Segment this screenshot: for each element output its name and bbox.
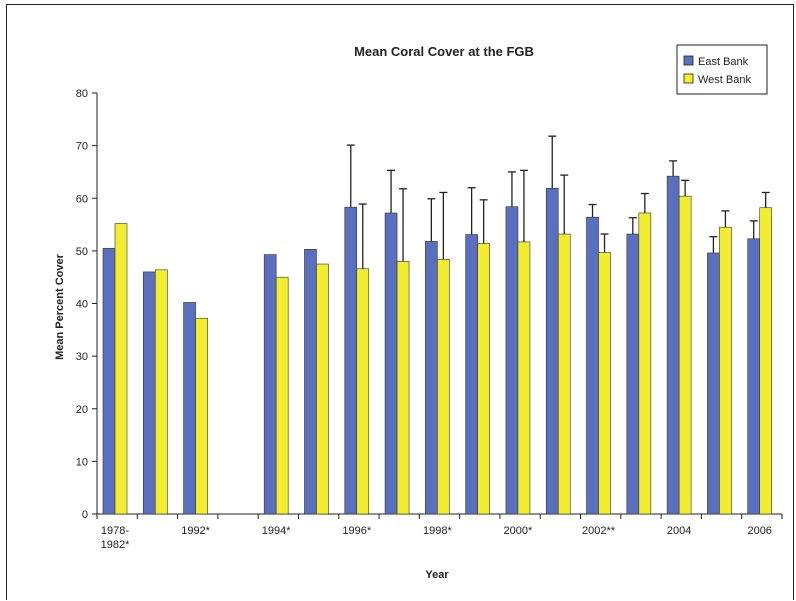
- x-tick-label: 1998*: [423, 525, 452, 537]
- legend-label-west-bank: West Bank: [698, 74, 751, 86]
- bar-east-bank: [183, 302, 196, 515]
- bar-west-bank: [517, 241, 531, 515]
- bar-west-bank: [275, 276, 289, 515]
- bar-east-bank: [425, 241, 438, 515]
- bar-east-bank: [666, 175, 680, 515]
- y-tick-label: 40: [76, 299, 88, 311]
- y-tick-label: 0: [82, 509, 88, 521]
- bar-east-bank: [142, 271, 156, 515]
- y-tick-label: 80: [76, 88, 88, 100]
- bar-west-bank: [195, 317, 208, 515]
- y-tick-label: 30: [76, 351, 88, 363]
- bar-west-bank: [396, 261, 410, 515]
- bar-west-bank: [154, 269, 168, 515]
- x-axis-label: Year: [425, 569, 449, 581]
- bar-east-bank: [626, 233, 640, 515]
- bar-west-bank: [759, 207, 773, 515]
- bar-west-bank: [114, 223, 128, 515]
- y-tick-label: 70: [76, 141, 88, 153]
- bar-west-bank: [678, 195, 692, 515]
- legend-label-east-bank: East Bank: [698, 56, 749, 68]
- legend-swatch-east-bank: [683, 55, 694, 66]
- bar-east-bank: [747, 238, 761, 515]
- bar-west-bank: [356, 268, 370, 515]
- y-axis-label: Mean Percent Cover: [54, 253, 66, 359]
- y-tick-label: 50: [76, 246, 88, 258]
- bar-east-bank: [707, 252, 720, 515]
- legend: East Bank West Bank: [676, 44, 768, 95]
- bar-east-bank: [304, 248, 317, 515]
- bar-west-bank: [638, 212, 652, 515]
- x-tick-label: 2006: [747, 525, 771, 537]
- x-tick-label: 1994*: [262, 525, 291, 537]
- bar-east-bank: [505, 206, 519, 515]
- y-tick-label: 60: [76, 193, 88, 205]
- bar-west-bank: [437, 258, 450, 515]
- legend-box: [676, 44, 768, 95]
- bar-east-bank: [102, 247, 116, 515]
- bar-west-bank: [719, 226, 732, 515]
- x-tick-label: 2002**: [582, 525, 616, 537]
- legend-swatch-west-bank: [683, 73, 694, 84]
- bar-east-bank: [586, 216, 599, 515]
- x-tick-label: 1992*: [181, 525, 210, 537]
- bar-east-bank: [263, 254, 277, 515]
- chart-title: Mean Coral Cover at the FGB: [354, 44, 534, 59]
- bar-east-bank: [344, 206, 358, 515]
- bar-west-bank: [477, 243, 490, 515]
- bar-east-bank: [384, 212, 398, 515]
- x-tick-label: 2004: [667, 525, 691, 537]
- x-tick-label: 1996*: [342, 525, 371, 537]
- x-tick-label: 2000*: [504, 525, 533, 537]
- bar-east-bank: [465, 234, 478, 515]
- bar-chart: Mean Coral Cover at the FGB East Bank We…: [54, 44, 783, 581]
- plot-area: 0 10 20 30 40 50 60 70 80 1978-1982* 1992* 1994* 199…: [76, 88, 783, 551]
- bar-west-bank: [316, 263, 329, 515]
- y-tick-label: 20: [76, 404, 88, 416]
- x-tick-label: 1978-1982*: [101, 525, 130, 551]
- chart-frame: Mean Coral Cover at the FGB East Bank We…: [6, 4, 794, 600]
- bar-east-bank: [545, 187, 559, 515]
- y-tick-label: 10: [76, 456, 88, 468]
- bar-west-bank: [598, 252, 611, 515]
- bar-west-bank: [557, 233, 571, 515]
